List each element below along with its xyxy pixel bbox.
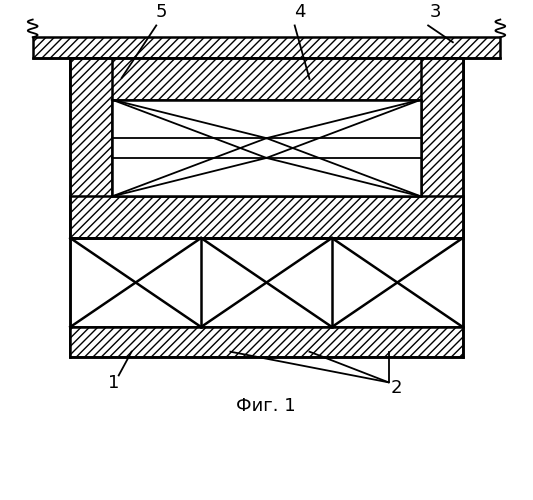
Bar: [70, 58, 112, 238]
Text: 1: 1: [108, 374, 119, 392]
Bar: [70, 327, 463, 356]
Text: 2: 2: [391, 380, 402, 398]
Text: 5: 5: [156, 4, 167, 22]
Text: 4: 4: [294, 4, 305, 22]
Bar: [421, 58, 463, 238]
Text: 3: 3: [429, 4, 441, 22]
Bar: [70, 58, 463, 238]
Text: Фиг. 1: Фиг. 1: [236, 397, 296, 415]
Bar: [70, 58, 463, 100]
Bar: [70, 238, 463, 356]
Bar: [112, 100, 421, 196]
Bar: [33, 38, 500, 58]
Bar: [70, 196, 463, 238]
